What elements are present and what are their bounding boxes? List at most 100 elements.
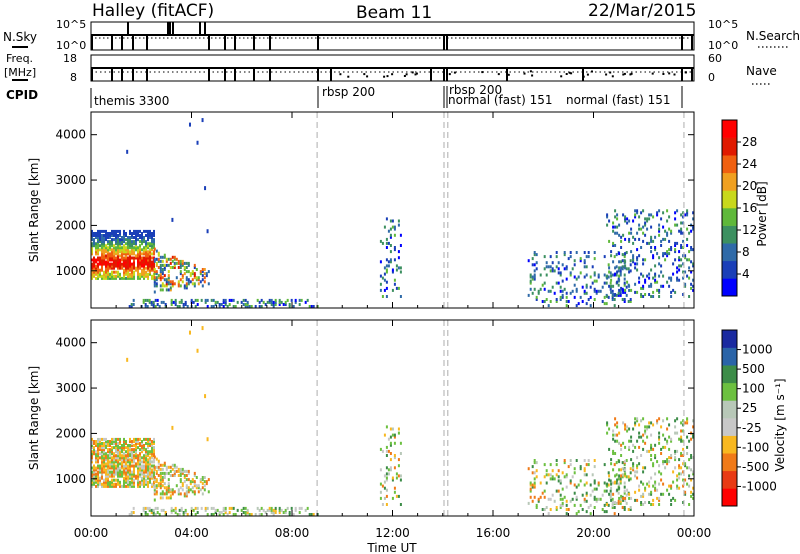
velocity-echo-cell <box>91 437 93 441</box>
velocity-echo-cell <box>147 476 149 480</box>
velocity-echo-cell <box>137 454 139 458</box>
power-echo-cell <box>274 298 277 302</box>
velocity-echo-cell <box>159 471 162 475</box>
velocity-echo-cell <box>244 506 247 510</box>
velocity-echo-cell <box>121 470 123 474</box>
power-echo-cell <box>123 232 125 235</box>
power-echo-cell <box>563 251 566 254</box>
power-echo-cell <box>565 265 568 269</box>
power-echo-cell <box>137 264 139 268</box>
velocity-echo-cell <box>179 469 182 473</box>
velocity-echo-cell <box>154 506 157 510</box>
velocity-echo-cell <box>151 470 153 474</box>
power-echo-cell <box>543 267 546 271</box>
velocity-echo-cell <box>595 497 598 501</box>
velocity-echo-cell <box>593 487 596 491</box>
power-echo-cell <box>157 257 160 261</box>
power-echo-cell <box>171 217 174 222</box>
power-echo-cell <box>173 257 176 261</box>
velocity-echo-cell <box>232 506 235 510</box>
power-echo-cell <box>391 225 394 229</box>
velocity-echo-cell <box>135 440 137 443</box>
power-echo-cell <box>151 266 153 270</box>
velocity-echo-cell <box>131 448 133 452</box>
velocity-echo-cell <box>609 495 612 499</box>
power-echo-cell <box>123 258 125 262</box>
velocity-echo-cell <box>264 511 267 514</box>
velocity-echo-cell <box>149 476 151 480</box>
power-echo-cell <box>640 286 643 290</box>
power-echo-cell <box>172 300 175 304</box>
nave-point <box>611 75 614 78</box>
power-echo-cell <box>589 295 592 299</box>
power-echo-cell <box>614 266 617 270</box>
power-echo-cell <box>143 250 145 254</box>
velocity-echo-cell <box>185 492 188 496</box>
power-echo-cell <box>161 276 164 280</box>
velocity-echo-cell <box>385 488 388 492</box>
power-echo-cell <box>692 227 695 231</box>
velocity-echo-cell <box>155 469 158 473</box>
power-echo-cell <box>117 274 119 278</box>
velocity-echo-cell <box>603 463 606 467</box>
velocity-echo-cell <box>294 508 297 512</box>
velocity-echo-cell <box>258 508 261 512</box>
velocity-echo-cell <box>127 454 129 458</box>
velocity-echo-cell <box>621 506 624 509</box>
velocity-echo-cell <box>95 484 97 488</box>
power-echo-cell <box>111 234 113 237</box>
power-echo-cell <box>660 239 663 243</box>
power-echo-cell <box>196 303 199 306</box>
power-echo-cell <box>609 271 612 275</box>
power-echo-cell <box>557 281 560 285</box>
velocity-echo-cell <box>616 425 619 429</box>
velocity-echo-cell <box>133 456 135 460</box>
power-echo-cell <box>682 270 685 274</box>
velocity-echo-cell <box>395 472 398 476</box>
velocity-echo-cell <box>119 466 121 470</box>
velocity-echo-cell <box>143 466 145 470</box>
velocity-echo-cell <box>111 464 113 468</box>
velocity-echo-cell <box>385 494 388 498</box>
power-echo-cell <box>111 244 113 248</box>
power-echo-cell <box>688 250 691 254</box>
velocity-echo-cell <box>109 442 111 445</box>
power-echo-cell <box>109 236 111 239</box>
power-echo-cell <box>121 246 123 250</box>
power-echo-cell <box>109 274 111 278</box>
power-echo-cell <box>686 258 689 262</box>
velocity-echo-cell <box>123 448 125 452</box>
power-echo-cell <box>605 302 608 306</box>
power-echo-cell <box>583 261 586 265</box>
power-echo-cell <box>379 274 382 278</box>
power-echo-cell <box>650 250 653 254</box>
velocity-echo-cell <box>147 460 149 464</box>
velocity-echo-cell <box>143 458 145 462</box>
velocity-echo-cell <box>97 456 99 460</box>
power-echo-cell <box>131 256 133 260</box>
power-echo-cell <box>682 215 685 219</box>
power-echo-cell <box>139 266 141 270</box>
velocity-echo-cell <box>676 431 679 435</box>
velocity-echo-cell <box>170 506 173 510</box>
power-echo-cell <box>608 270 611 274</box>
power-echo-cell <box>610 278 613 282</box>
power-echo-cell <box>145 274 147 278</box>
power-echo-cell <box>150 300 153 304</box>
velocity-echo-cell <box>175 469 178 473</box>
power-echo-cell <box>130 305 133 308</box>
power-echo-cell <box>632 241 635 245</box>
power-echo-cell <box>399 270 402 274</box>
velocity-echo-cell <box>614 480 617 484</box>
power-echo-cell <box>101 250 103 254</box>
power-echo-cell <box>670 231 673 235</box>
velocity-echo-cell <box>149 472 151 476</box>
power-echo-cell <box>585 291 588 295</box>
velocity-echo-cell <box>164 513 167 516</box>
velocity-echo-cell <box>177 474 180 477</box>
nave-point <box>609 71 612 74</box>
velocity-echo-cell <box>587 506 590 509</box>
power-echo-cell <box>125 242 127 246</box>
velocity-echo-cell <box>103 448 105 452</box>
velocity-echo-cell <box>692 496 695 500</box>
